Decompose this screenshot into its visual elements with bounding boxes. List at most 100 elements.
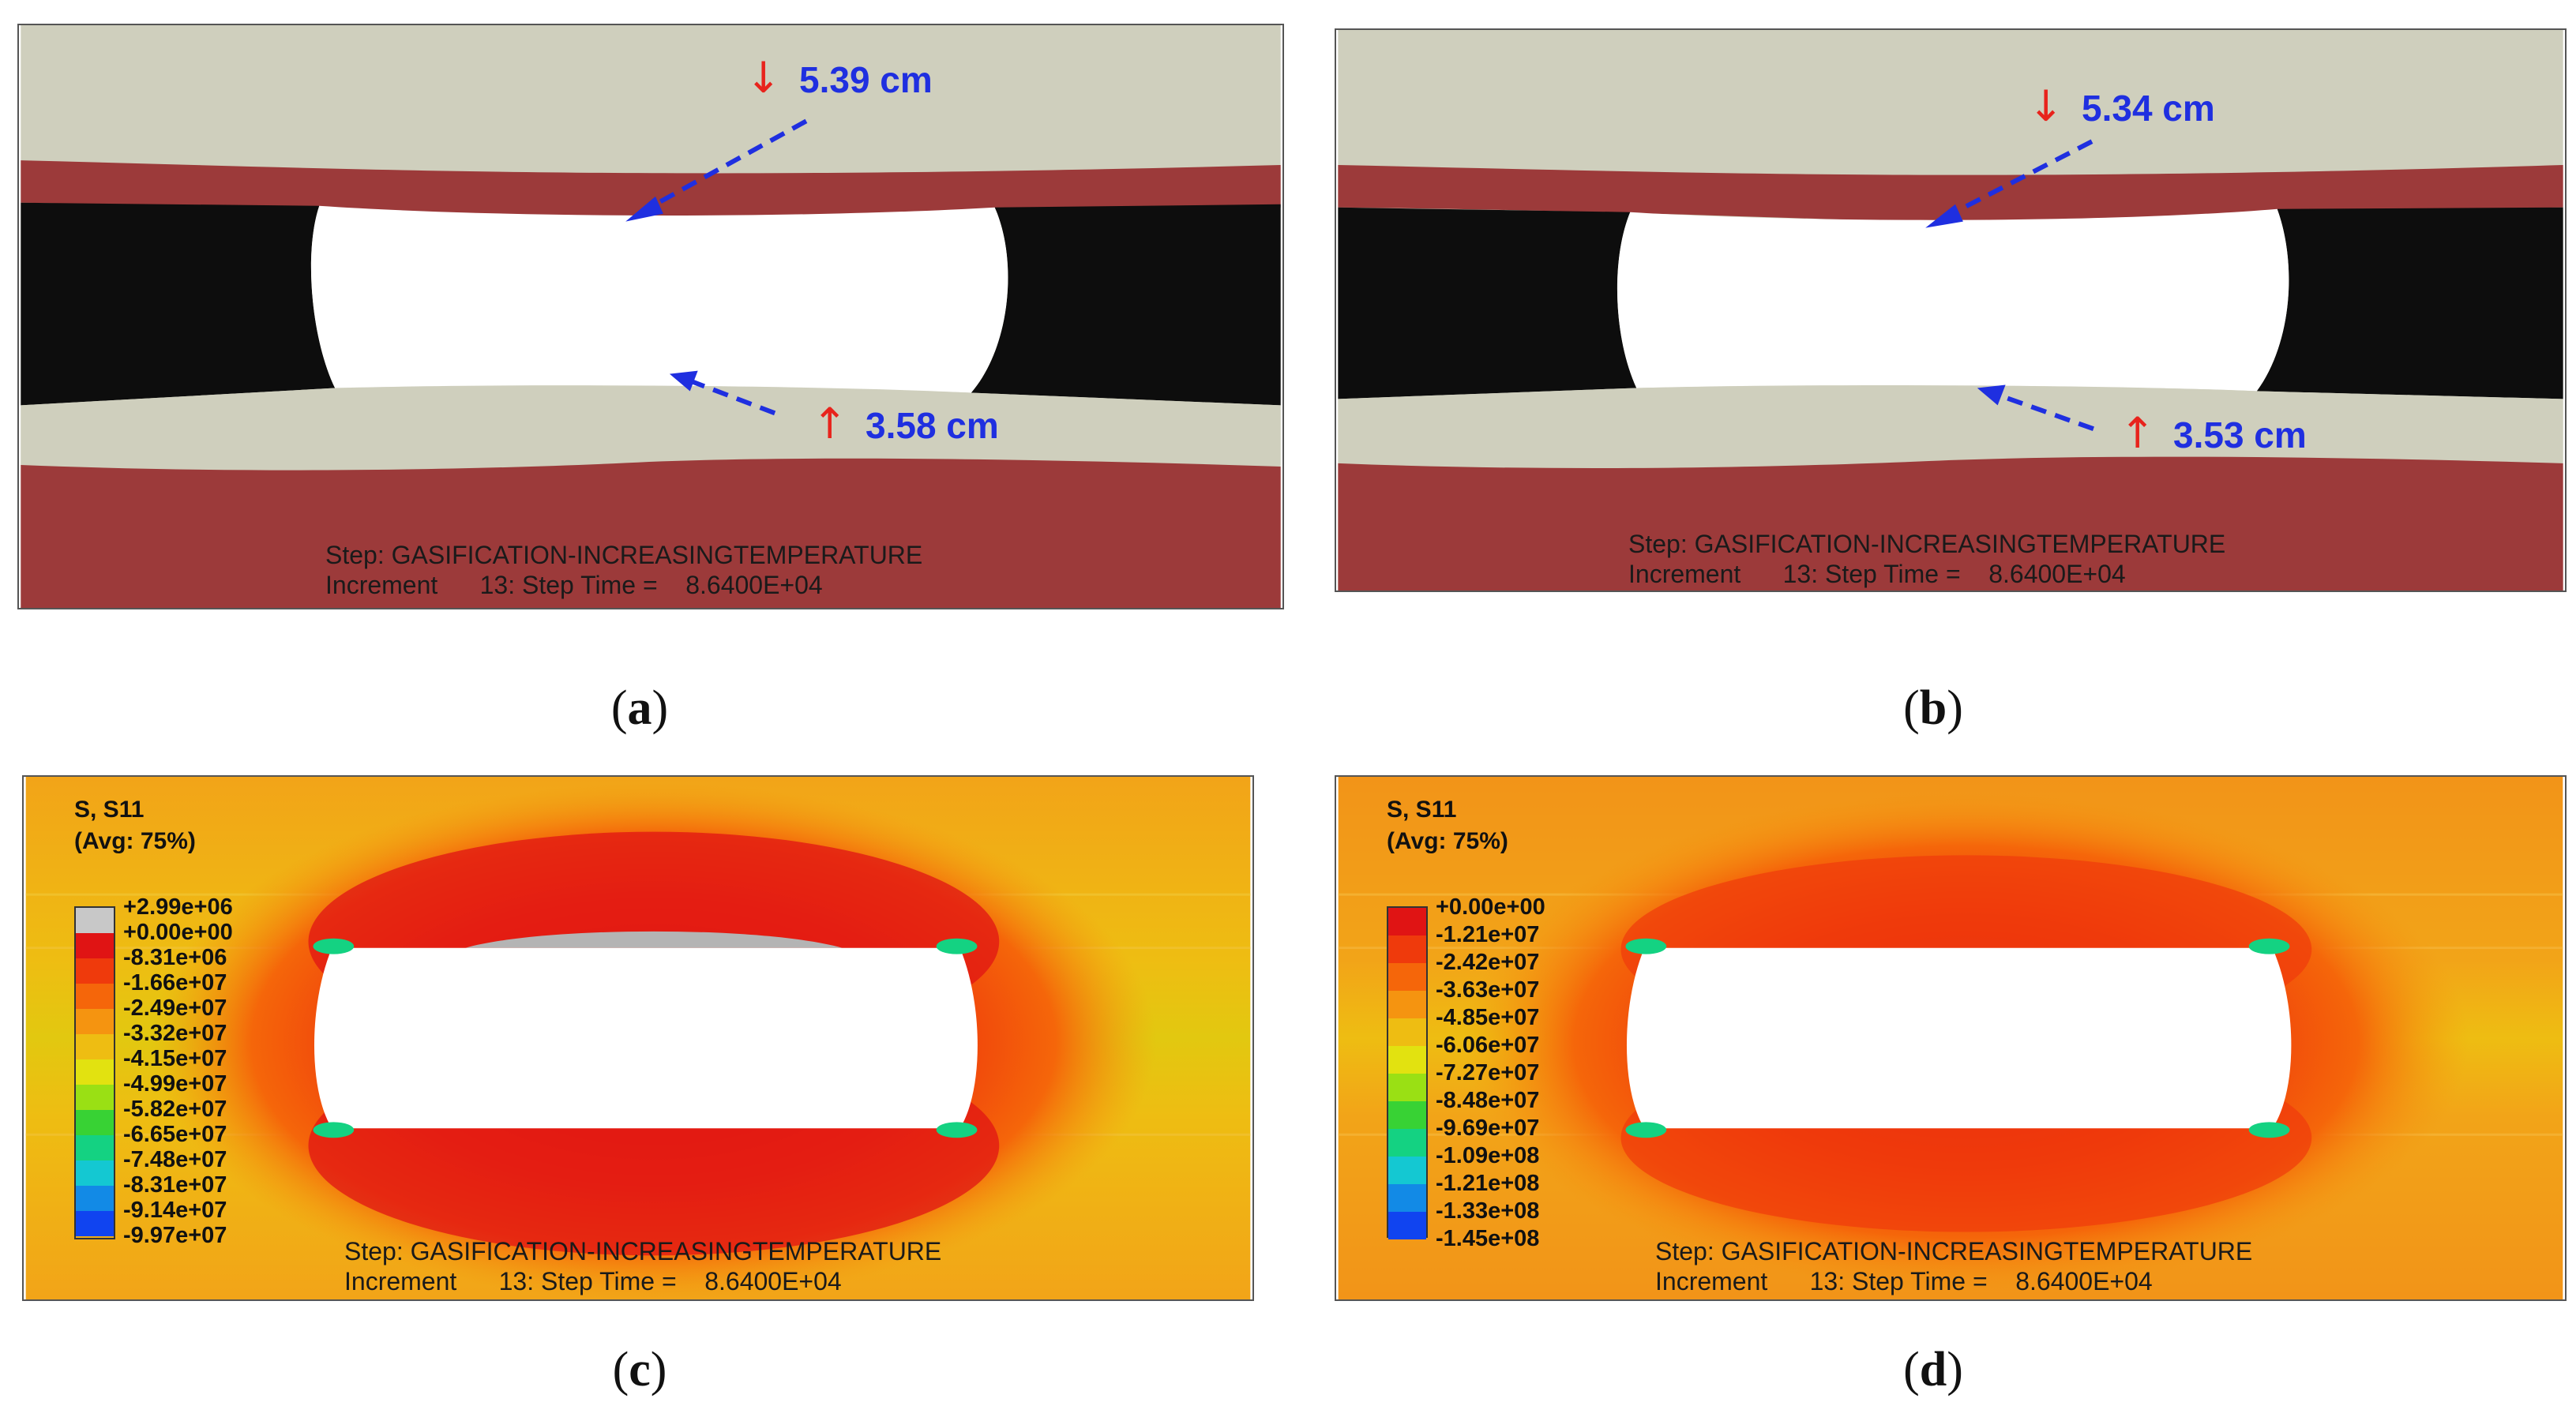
legend-swatch [1388, 1212, 1426, 1239]
legend-value: -8.31e+07 [123, 1172, 227, 1198]
legend-value: -1.21e+07 [1436, 922, 1540, 947]
caption-b: (b) [1903, 681, 1963, 735]
down-arrow-icon: ↓ [2028, 81, 2064, 131]
legend-value: -8.48e+07 [1436, 1088, 1540, 1113]
legend-swatch [1388, 1074, 1426, 1101]
legend-swatch [1388, 1129, 1426, 1157]
top-displacement-label: 5.34 cm [2082, 88, 2215, 129]
panel-a-geometry [21, 25, 1281, 608]
legend-value: -6.65e+07 [123, 1122, 227, 1147]
coal-seam-left [1338, 207, 1637, 399]
up-arrow-icon: ↑ [2120, 408, 2156, 458]
legend-swatch [1388, 1018, 1426, 1046]
step-info: Step: GASIFICATION-INCREASINGTEMPERATURE… [1628, 530, 2226, 588]
panel-c-contour [25, 777, 1251, 1299]
legend-value: -4.99e+07 [123, 1071, 227, 1097]
legend-value: -3.63e+07 [1436, 977, 1540, 1003]
panel-d-stress-contour: S, S11 (Avg: 75%) +0.00e+00 -1.21e+07 -2.… [1335, 775, 2567, 1301]
upper-red-layer [21, 160, 1281, 217]
corner-concentration [1625, 1122, 1667, 1138]
legend-swatch [76, 1059, 114, 1085]
legend-swatch [76, 984, 114, 1009]
legend-swatch [1388, 908, 1426, 935]
bottom-measure-arrowhead [1977, 384, 2006, 406]
legend-swatch [1388, 1157, 1426, 1184]
legend-value: -9.97e+07 [123, 1223, 227, 1248]
bottom-displacement-label: 3.58 cm [866, 405, 999, 446]
legend-swatch [76, 908, 114, 933]
coal-seam-left [21, 202, 336, 406]
legend-value: +2.99e+06 [123, 894, 233, 920]
legend-value: -1.66e+07 [123, 970, 227, 995]
legend-swatch [1388, 991, 1426, 1018]
corner-concentration [936, 938, 978, 954]
legend-swatch [76, 933, 114, 958]
legend-swatch [76, 1009, 114, 1034]
down-arrow-icon: ↓ [745, 53, 782, 103]
coal-seam-right [971, 204, 1281, 406]
corner-concentration [1625, 938, 1667, 954]
legend-value: -2.42e+07 [1436, 950, 1540, 975]
top-measure-arrow [1941, 139, 2093, 221]
tension-zone [465, 931, 843, 948]
panel-c-stress-contour: S, S11 (Avg: 75%) +2.99e+06 +0.00e+00 -8.… [22, 775, 1254, 1301]
legend-swatch [76, 1135, 114, 1160]
corner-concentration [2248, 938, 2290, 954]
corner-concentration [313, 1122, 355, 1138]
caption-c: (c) [612, 1343, 667, 1397]
step-info: Step: GASIFICATION-INCREASINGTEMPERATURE… [344, 1237, 942, 1295]
legend-colorbar [1387, 906, 1428, 1239]
corner-concentration [936, 1122, 978, 1138]
panel-a-displacement: ↓ 5.39 cm ↑ 3.58 cm Step: GASIFICATION-I… [17, 24, 1284, 609]
lower-red-layer [1338, 456, 2563, 591]
legend-title: S, S11 (Avg: 75%) [1387, 797, 1508, 854]
bottom-measure-arrow [687, 377, 776, 416]
lower-rock-layer [1338, 384, 2563, 462]
legend-swatch [1388, 935, 1426, 963]
coal-seam-right [2256, 207, 2563, 399]
panel-b-geometry [1338, 30, 2563, 591]
top-measure-arrowhead [1925, 204, 1963, 228]
legend-value: -1.33e+08 [1436, 1198, 1540, 1224]
gasification-cavity [1617, 208, 2289, 392]
legend-value: -1.21e+08 [1436, 1171, 1540, 1196]
legend-swatch [76, 1160, 114, 1186]
corner-concentration [313, 938, 355, 954]
legend-value: -1.45e+08 [1436, 1226, 1540, 1251]
bottom-measure-arrowhead [669, 370, 698, 392]
legend-swatch [76, 1034, 114, 1059]
legend-value: -2.49e+07 [123, 995, 227, 1021]
lower-red-layer [21, 458, 1281, 608]
upper-red-layer [1338, 165, 2563, 222]
legend-value: -1.09e+08 [1436, 1143, 1540, 1168]
panel-b-displacement: ↓ 5.34 cm ↑ 3.53 cm Step: GASIFICATION-I… [1335, 28, 2567, 592]
legend-value: -3.32e+07 [123, 1021, 227, 1046]
corner-concentration [2248, 1122, 2290, 1138]
up-arrow-icon: ↑ [812, 399, 848, 448]
legend-swatch [76, 958, 114, 984]
legend-value: -7.48e+07 [123, 1147, 227, 1172]
legend-value: -6.06e+07 [1436, 1033, 1540, 1058]
legend-swatch [76, 1085, 114, 1110]
gasification-cavity [314, 947, 978, 1129]
legend-value: +0.00e+00 [123, 920, 233, 945]
lower-rock-layer [21, 385, 1281, 465]
legend-swatch [76, 1110, 114, 1135]
top-displacement-label: 5.39 cm [799, 59, 933, 100]
bottom-measure-arrow [1995, 392, 2094, 431]
gasification-cavity [310, 205, 1008, 393]
step-info: Step: GASIFICATION-INCREASINGTEMPERATURE… [1655, 1237, 2253, 1295]
legend-colorbar [74, 906, 115, 1239]
legend-value: -9.69e+07 [1436, 1115, 1540, 1141]
bottom-displacement-label: 3.53 cm [2173, 414, 2307, 456]
legend-value: -4.15e+07 [123, 1046, 227, 1071]
caption-d: (d) [1903, 1343, 1963, 1397]
legend-value: -8.31e+06 [123, 945, 227, 970]
legend-swatch [1388, 1184, 1426, 1212]
panel-d-contour [1338, 777, 2563, 1299]
legend-swatch [76, 1211, 114, 1236]
legend-value: +0.00e+00 [1436, 894, 1545, 920]
legend-value: -9.14e+07 [123, 1198, 227, 1223]
top-measure-arrow [640, 118, 808, 215]
legend-value: -4.85e+07 [1436, 1005, 1540, 1030]
